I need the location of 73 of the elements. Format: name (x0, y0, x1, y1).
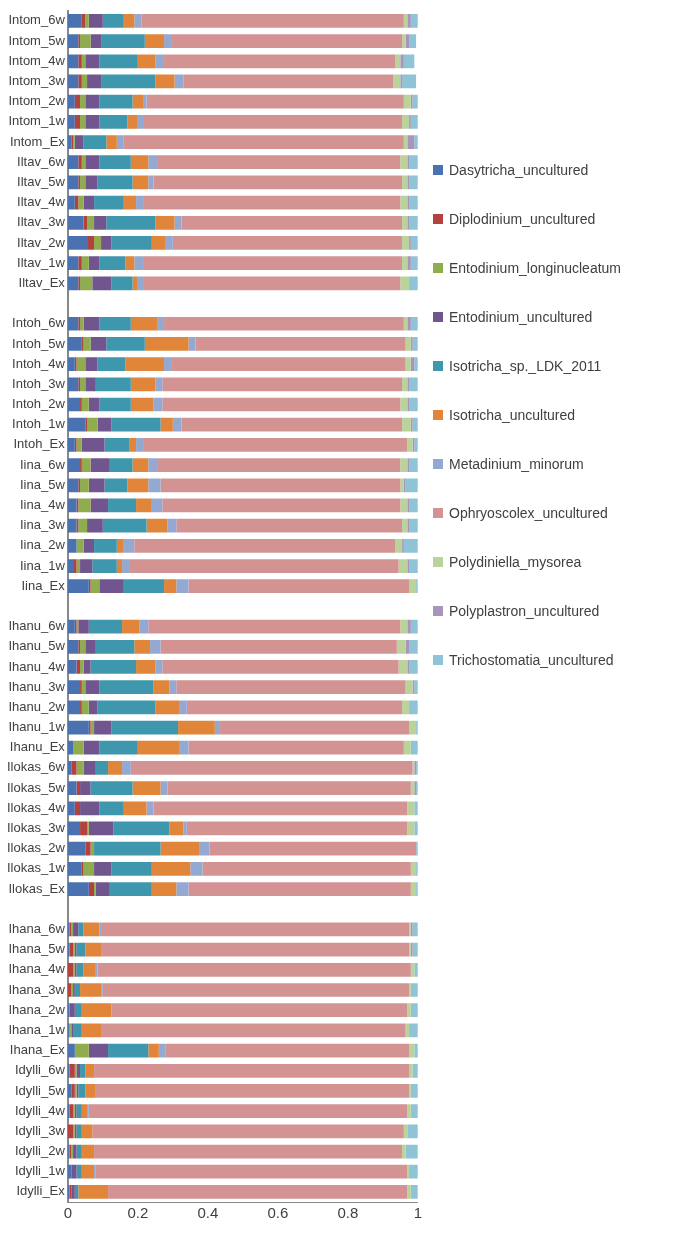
x-tick-label: 0.2 (127, 1204, 149, 1222)
y-tick-label: Iltav_2w (17, 234, 66, 250)
y-tick-label: Iltav_5w (17, 173, 66, 189)
y-tick-label: Intoh_1w (12, 416, 66, 432)
y-tick-label: Ihanu_6w (8, 618, 66, 634)
y-tick-label: Idylli_6w (14, 1062, 66, 1078)
y-tick-label: Idylli_Ex (16, 1183, 66, 1199)
y-tick-label: Iina_5w (20, 476, 66, 492)
y-tick-label: Iltav_4w (17, 194, 66, 210)
y-tick-label: Ihana_Ex (9, 1042, 66, 1058)
y-tick-label: Iina_4w (20, 497, 66, 513)
x-tick-label: 0.4 (197, 1204, 219, 1222)
y-tick-label: Intoh_4w (12, 355, 66, 371)
x-tick-label: 0.8 (337, 1204, 359, 1222)
legend-label: Polyplastron_uncultured (449, 602, 600, 619)
y-tick-label: Intom_1w (8, 113, 66, 129)
y-tick-label: Iltav_1w (17, 254, 66, 270)
legend-label: Ophryoscolex_uncultured (449, 504, 608, 521)
y-tick-label: Ihanu_3w (8, 678, 66, 694)
y-tick-label: Ilokas_1w (7, 860, 66, 876)
legend-label: Dasytricha_uncultured (449, 161, 589, 178)
y-tick-label: Intoh_3w (12, 375, 66, 391)
y-tick-label: Ihana_6w (8, 921, 66, 937)
y-tick-label: Iina_Ex (21, 577, 66, 593)
y-tick-label: Intoh_Ex (13, 436, 66, 452)
y-tick-label: Intoh_5w (12, 335, 66, 351)
y-tick-label: Ilokas_6w (7, 759, 66, 775)
y-tick-label: Intom_5w (8, 32, 66, 48)
y-tick-label: Iltav_Ex (18, 274, 66, 290)
legend-label: Entodinium_uncultured (449, 308, 593, 325)
y-tick-label: Iina_3w (20, 517, 66, 533)
y-tick-label: Ihanu_5w (8, 638, 66, 654)
y-tick-label: Ilokas_Ex (8, 880, 66, 896)
y-tick-label: Intom_Ex (9, 133, 66, 149)
y-tick-label: Idylli_3w (14, 1122, 66, 1138)
y-tick-label: Ihana_2w (8, 1001, 66, 1017)
legend-label: Trichostomatia_uncultured (449, 651, 614, 668)
y-tick-label: Iina_6w (20, 456, 66, 472)
y-tick-label: Idylli_2w (14, 1143, 66, 1159)
y-tick-label: Idylli_1w (14, 1163, 66, 1179)
y-tick-label: Ilokas_2w (7, 840, 66, 856)
y-tick-label: Iltav_3w (17, 214, 66, 230)
y-tick-label: Iina_1w (20, 557, 66, 573)
legend-label: Entodinium_longinucleatum (449, 259, 621, 276)
y-tick-label: Ihanu_2w (8, 698, 66, 714)
y-tick-label: Iltav_6w (17, 153, 66, 169)
y-tick-label: Ihana_3w (8, 981, 66, 997)
legend-label: Polydiniella_mysorea (449, 553, 582, 570)
y-tick-label: Ilokas_5w (7, 779, 66, 795)
y-tick-label: Idylli_4w (14, 1102, 66, 1118)
x-tick-label: 1 (413, 1204, 422, 1222)
y-tick-label: Ilokas_4w (7, 799, 66, 815)
y-tick-label: Intom_6w (8, 12, 66, 28)
y-tick-label: Ihanu_4w (8, 658, 66, 674)
legend-label: Isotricha_uncultured (449, 406, 576, 423)
x-tick-label: 0.6 (267, 1204, 289, 1222)
y-tick-label: Ihanu_1w (8, 719, 66, 735)
y-tick-label: Ihanu_Ex (9, 739, 66, 755)
y-tick-label: Intom_4w (8, 52, 66, 68)
legend-label: Isotricha_sp._LDK_2011 (449, 357, 602, 374)
y-tick-label: Iina_2w (20, 537, 66, 553)
y-tick-label: Intoh_2w (12, 396, 66, 412)
y-tick-label: Intoh_6w (12, 315, 66, 331)
legend-label: Diplodinium_uncultured (449, 210, 596, 227)
legend-label: Metadinium_minorum (449, 455, 584, 472)
y-tick-label: Ihana_1w (8, 1021, 66, 1037)
y-tick-label: Ihana_5w (8, 941, 66, 957)
y-tick-label: Intom_3w (8, 73, 66, 89)
x-tick-label: 0 (63, 1204, 72, 1222)
y-tick-label: Intom_2w (8, 93, 66, 109)
y-tick-label: Ilokas_3w (7, 820, 66, 836)
y-tick-label: Idylli_5w (14, 1082, 66, 1098)
y-tick-label: Ihana_4w (8, 961, 66, 977)
